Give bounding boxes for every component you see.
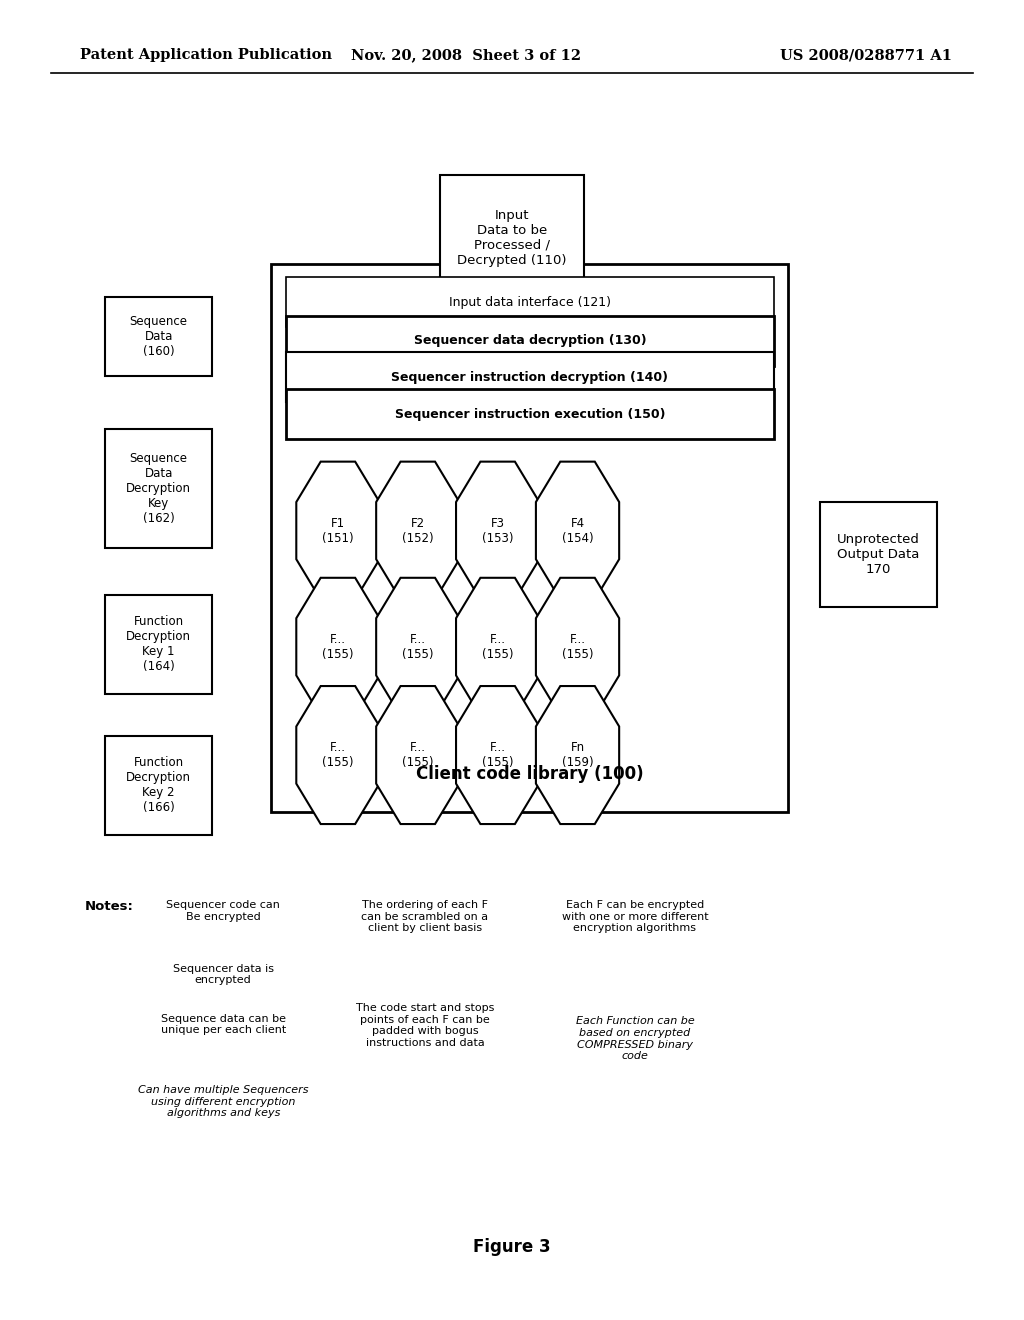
Text: Can have multiple Sequencers
using different encryption
algorithms and keys: Can have multiple Sequencers using diffe… [138, 1085, 308, 1118]
FancyBboxPatch shape [105, 297, 213, 376]
Text: Fn
(159): Fn (159) [562, 741, 593, 770]
FancyBboxPatch shape [286, 277, 774, 327]
Text: Each F can be encrypted
with one or more different
encryption algorithms: Each F can be encrypted with one or more… [561, 900, 709, 933]
Text: Input data interface (121): Input data interface (121) [449, 296, 611, 309]
Polygon shape [296, 462, 380, 599]
Text: Function
Decryption
Key 1
(164): Function Decryption Key 1 (164) [126, 615, 191, 673]
Text: Sequencer data decryption (130): Sequencer data decryption (130) [414, 334, 646, 347]
Text: Figure 3: Figure 3 [473, 1238, 551, 1257]
Text: Nov. 20, 2008  Sheet 3 of 12: Nov. 20, 2008 Sheet 3 of 12 [351, 49, 581, 62]
Text: Sequencer data is
encrypted: Sequencer data is encrypted [173, 964, 273, 985]
FancyBboxPatch shape [819, 502, 938, 607]
Polygon shape [456, 686, 540, 824]
FancyBboxPatch shape [286, 315, 774, 366]
Text: Sequencer instruction execution (150): Sequencer instruction execution (150) [394, 408, 666, 421]
FancyBboxPatch shape [271, 264, 788, 812]
Text: F...
(155): F... (155) [323, 741, 353, 770]
Text: Each Function can be
based on encrypted
COMPRESSED binary
code: Each Function can be based on encrypted … [575, 1016, 694, 1061]
Text: Input
Data to be
Processed /
Decrypted (110): Input Data to be Processed / Decrypted (… [458, 209, 566, 267]
Text: F...
(155): F... (155) [562, 632, 593, 661]
Polygon shape [456, 578, 540, 715]
FancyBboxPatch shape [105, 429, 213, 548]
Text: F...
(155): F... (155) [402, 741, 433, 770]
Text: Sequence data can be
unique per each client: Sequence data can be unique per each cli… [161, 1014, 286, 1035]
Text: F...
(155): F... (155) [482, 741, 513, 770]
FancyBboxPatch shape [105, 737, 213, 834]
Text: The ordering of each F
can be scrambled on a
client by client basis: The ordering of each F can be scrambled … [361, 900, 488, 933]
Polygon shape [376, 686, 460, 824]
Polygon shape [296, 578, 380, 715]
Text: F2
(152): F2 (152) [402, 516, 433, 545]
Text: F...
(155): F... (155) [482, 632, 513, 661]
Polygon shape [536, 462, 620, 599]
Polygon shape [376, 462, 460, 599]
Text: Notes:: Notes: [85, 900, 134, 913]
Polygon shape [536, 686, 620, 824]
Text: Unprotected
Output Data
170: Unprotected Output Data 170 [838, 533, 920, 576]
Text: F...
(155): F... (155) [323, 632, 353, 661]
Text: The code start and stops
points of each F can be
padded with bogus
instructions : The code start and stops points of each … [355, 1003, 495, 1048]
FancyBboxPatch shape [440, 176, 584, 301]
FancyBboxPatch shape [286, 389, 774, 440]
Text: F1
(151): F1 (151) [323, 516, 353, 545]
Polygon shape [376, 578, 460, 715]
Text: F...
(155): F... (155) [402, 632, 433, 661]
Text: F3
(153): F3 (153) [482, 516, 513, 545]
Text: Sequencer instruction decryption (140): Sequencer instruction decryption (140) [391, 371, 669, 384]
Text: Client code library (100): Client code library (100) [416, 764, 644, 783]
FancyBboxPatch shape [286, 352, 774, 403]
Text: Sequence
Data
(160): Sequence Data (160) [130, 315, 187, 358]
Polygon shape [456, 462, 540, 599]
Text: F4
(154): F4 (154) [562, 516, 593, 545]
Text: US 2008/0288771 A1: US 2008/0288771 A1 [780, 49, 952, 62]
Text: Function
Decryption
Key 2
(166): Function Decryption Key 2 (166) [126, 756, 191, 814]
Polygon shape [296, 686, 380, 824]
FancyBboxPatch shape [105, 594, 213, 694]
Text: Patent Application Publication: Patent Application Publication [80, 49, 332, 62]
Text: Sequence
Data
Decryption
Key
(162): Sequence Data Decryption Key (162) [126, 451, 191, 525]
Text: Sequencer code can
Be encrypted: Sequencer code can Be encrypted [166, 900, 281, 921]
Polygon shape [536, 578, 620, 715]
